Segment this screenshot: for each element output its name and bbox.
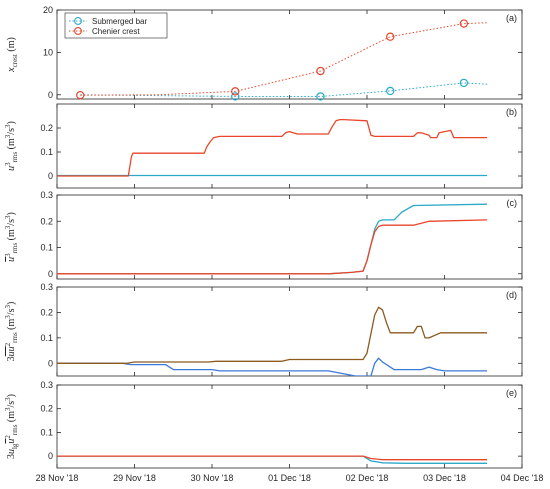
- series-group: [57, 203, 488, 275]
- y-tick-label: 0.2: [40, 123, 53, 133]
- panel-5: 0 0.1 0.2 0.3 (e) 3ulgu2rms (m3/s3) 28 Nov '18…: [4, 380, 543, 483]
- x-tick-label: 03 Dec '18: [423, 473, 466, 483]
- point-submerged-bar: [386, 86, 395, 96]
- y-tick-label: 0: [48, 358, 53, 368]
- y-tick-label: 0.1: [40, 243, 53, 253]
- point-chenier-crest: [231, 87, 240, 96]
- series-line-chenier-crest: [80, 22, 488, 96]
- series-line-chenier-crest: [57, 219, 488, 275]
- y-axis-label: u3rms (m3/s3): [4, 121, 19, 171]
- point-chenier-crest: [386, 32, 395, 41]
- panel-2: 0 0.1 0.2 (b) u3rms (m3/s3): [4, 103, 523, 189]
- plot-frame: [56, 194, 523, 280]
- series-line-chenier-crest: [57, 306, 488, 364]
- series-line-submerged-bar: [57, 357, 488, 376]
- y-tick-label: 0.1: [40, 427, 53, 437]
- legend-entry: Chenier crest: [92, 27, 140, 36]
- panel-3: 0 0.1 0.2 0.3 (c) u3rms (m3/s3): [4, 190, 523, 280]
- y-tick-label: 0.2: [40, 404, 53, 414]
- x-tick-label: 28 Nov '18: [36, 473, 79, 483]
- panel-tag: (a): [506, 13, 517, 23]
- series-group: [57, 118, 488, 177]
- y-tick-label: 0.3: [40, 282, 53, 292]
- y-tick-label: 10: [43, 47, 53, 57]
- legend-marker: [74, 27, 82, 35]
- y-tick-label: 0.2: [40, 307, 53, 317]
- series-line-chenier-crest: [57, 118, 488, 177]
- point-submerged-bar: [459, 78, 469, 88]
- panel-tag: (c): [507, 198, 518, 208]
- y-tick-label: 20: [43, 5, 53, 15]
- series-group: [57, 455, 488, 464]
- y-axis-label: xcrest (m): [6, 37, 19, 73]
- point-submerged-bar: [231, 92, 240, 101]
- x-tick-label: 30 Nov '18: [191, 473, 234, 483]
- y-tick-label: 0: [48, 90, 53, 100]
- y-tick-label: 0: [48, 171, 53, 181]
- series-line-submerged-bar: [80, 82, 488, 97]
- y-tick-label: 0: [48, 269, 53, 279]
- panel-tag: (e): [506, 388, 517, 398]
- y-tick-label: 0: [48, 451, 53, 461]
- legend-box: [64, 12, 168, 39]
- series-line-submerged-bar: [57, 203, 488, 275]
- y-tick-label: 0.2: [40, 216, 53, 226]
- panel-4: 0 0.1 0.2 0.3 (d) 3uu2rms (m3/s3): [4, 282, 523, 377]
- panel-tag: (b): [506, 107, 517, 117]
- y-axis-label: u3rms (m3/s3): [4, 212, 19, 262]
- y-tick-label: 0.3: [40, 380, 53, 390]
- point-chenier-crest: [76, 90, 85, 100]
- x-tick-label: 29 Nov '18: [113, 473, 156, 483]
- point-submerged-bar: [316, 92, 325, 101]
- x-tick-label: 01 Dec '18: [268, 473, 311, 483]
- panel-tag: (d): [506, 290, 517, 300]
- legend-marker: [74, 17, 82, 25]
- y-tick-label: 0.3: [40, 190, 53, 200]
- series-line-chenier-crest: [57, 455, 488, 461]
- y-axis-label: 3ulgu2rms (m3/s3): [4, 394, 19, 459]
- y-tick-label: 0.1: [40, 147, 53, 157]
- y-axis-label: 3uu2rms (m3/s3): [4, 302, 19, 362]
- series-group: [80, 22, 488, 97]
- x-tick-label: 02 Dec '18: [346, 473, 389, 483]
- y-tick-label: 0.1: [40, 333, 53, 343]
- legend-entry: Submerged bar: [92, 17, 147, 26]
- x-tick-label: 04 Dec '18: [501, 473, 544, 483]
- series-group: [57, 306, 488, 376]
- point-chenier-crest: [459, 19, 469, 28]
- point-chenier-crest: [316, 66, 325, 76]
